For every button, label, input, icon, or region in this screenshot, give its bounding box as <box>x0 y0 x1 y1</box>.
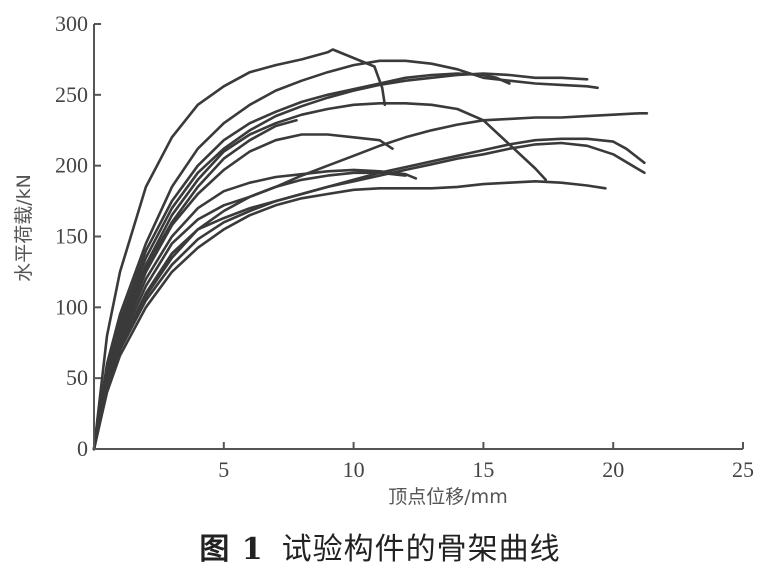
skeleton-curve-specimen-3 <box>92 72 511 451</box>
skeleton-curve-specimen-2 <box>92 59 599 451</box>
y-tick-label: 250 <box>55 82 88 107</box>
skeleton-curve-specimen-1 <box>92 48 387 451</box>
skeleton-curve-specimen-9 <box>92 137 646 451</box>
skeleton-curve-specimen-12 <box>92 171 407 451</box>
axes <box>93 23 744 450</box>
y-axis-title: 水平荷载/kN <box>13 174 35 282</box>
skeleton-curve-specimen-8 <box>92 112 649 451</box>
skeleton-curve-specimen-7 <box>92 133 394 451</box>
y-tick-label: 0 <box>77 436 88 461</box>
tick-labels: 0 50 100 150 200 250 300 5 10 15 20 25 <box>55 11 754 482</box>
x-tick-label: 10 <box>343 457 365 482</box>
skeleton-curve-chart: 0 50 100 150 200 250 300 5 10 15 20 25 顶点位移/mm 水平荷载… <box>13 11 754 508</box>
skeleton-curve-specimen-10 <box>92 141 646 451</box>
y-tick-label: 150 <box>55 224 88 249</box>
skeleton-curve-specimen-11 <box>92 180 607 451</box>
x-axis-title: 顶点位移/mm <box>388 486 507 508</box>
skeleton-curve-specimen-4 <box>92 72 589 451</box>
data-curves <box>92 48 649 451</box>
y-tick-label: 200 <box>55 153 88 178</box>
y-tick-label: 100 <box>55 294 88 319</box>
x-tick-label: 20 <box>602 457 624 482</box>
skeleton-curve-specimen-13 <box>92 168 418 451</box>
figure-number: 图 1 <box>199 532 264 567</box>
x-tick-label: 25 <box>732 457 754 482</box>
x-tick-label: 15 <box>472 457 494 482</box>
skeleton-curve-specimen-5 <box>92 102 547 451</box>
figure-caption: 图 1 试验构件的骨架曲线 <box>0 524 760 568</box>
y-tick-label: 300 <box>55 11 88 36</box>
figure-title: 试验构件的骨架曲线 <box>281 532 561 567</box>
y-tick-label: 50 <box>66 365 88 390</box>
x-tick-label: 5 <box>218 457 229 482</box>
